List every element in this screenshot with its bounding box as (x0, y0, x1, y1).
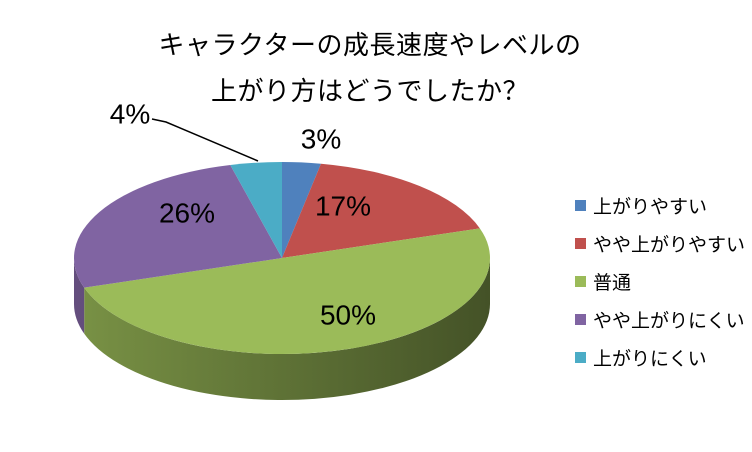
pie-wall-3 (74, 258, 85, 334)
pie-data-label-2: 50% (320, 300, 376, 331)
legend-item-1: やや上がりやすい (575, 232, 746, 256)
label-leader-line-4 (151, 118, 259, 162)
legend-swatch-icon (575, 313, 586, 325)
legend-item-2: 普通 (575, 270, 745, 294)
pie-slice-2 (84, 228, 491, 354)
legend-label: やや上がりやすい (593, 234, 746, 256)
legend-swatch-icon (575, 275, 586, 287)
chart-legend: 上がりやすい やや上がりやすい 普通 やや上がりにくい 上がりにくい (575, 194, 745, 384)
chart-title-line-1: キャラクターの成長速度やレベルの (158, 30, 582, 60)
pie-data-label-4: 4% (110, 99, 150, 130)
pie-slice-3 (74, 165, 283, 288)
legend-item-0: 上がりやすい (575, 194, 745, 218)
pie-slice-1 (282, 163, 480, 258)
pie-slice-0 (282, 162, 321, 258)
legend-label: やや上がりにくい (593, 310, 745, 332)
legend-swatch-icon (575, 237, 586, 249)
legend-label: 上がりにくい (593, 348, 707, 370)
legend-label: 普通 (593, 272, 632, 294)
legend-item-4: 上がりにくい (575, 346, 745, 370)
pie-data-label-3: 26% (159, 198, 215, 229)
pie-slice-4 (230, 162, 282, 258)
pie-wall-2 (84, 258, 491, 401)
legend-swatch-icon (575, 199, 586, 211)
chart-title: キャラクターの成長速度やレベルの 上がり方はどうでしたか？ (0, 22, 740, 114)
legend-label: 上がりやすい (593, 196, 708, 218)
pie-data-label-1: 17% (315, 191, 371, 222)
legend-item-3: やや上がりにくい (575, 308, 745, 332)
legend-swatch-icon (575, 351, 586, 363)
chart-title-line-2: 上がり方はどうでしたか？ (210, 76, 529, 106)
pie-data-label-0: 3% (301, 124, 341, 155)
